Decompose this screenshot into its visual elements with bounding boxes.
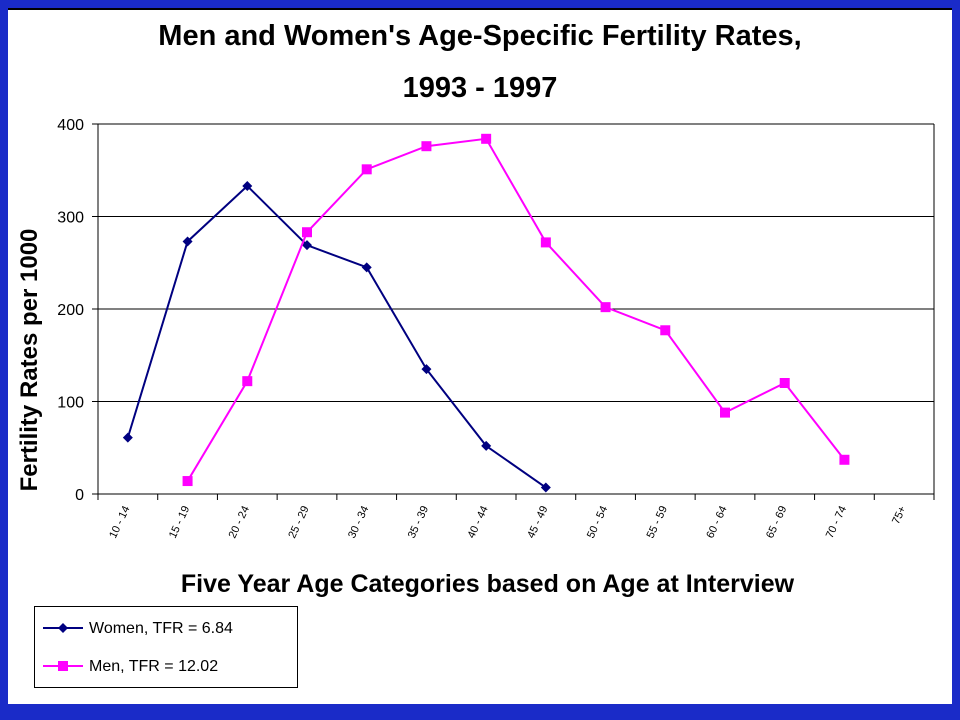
data-point: [660, 325, 671, 336]
data-point: [720, 407, 730, 418]
y-tick-label: 100: [57, 395, 84, 412]
gridlines: [98, 123, 934, 402]
x-tick-label: 35 - 39: [406, 504, 431, 540]
series-women: [122, 180, 551, 493]
y-tick-label: 400: [57, 117, 84, 134]
series-men: [182, 133, 850, 487]
x-tick-label: 70 - 74: [824, 504, 849, 540]
data-point: [242, 180, 253, 191]
data-point: [302, 240, 312, 251]
square-marker-icon: [43, 661, 83, 671]
data-point: [182, 476, 193, 487]
data-point: [361, 164, 372, 175]
x-tick-label: 15 - 19: [167, 504, 192, 540]
x-tick-label: 20 - 24: [227, 504, 252, 540]
data-point: [481, 133, 492, 144]
data-series: [122, 133, 850, 493]
y-tick-label: 300: [57, 210, 84, 227]
data-point: [540, 482, 551, 493]
x-axis-label: Five Year Age Categories based on Age at…: [180, 570, 795, 598]
x-tick-label: 45 - 49: [525, 504, 550, 540]
series-line: [186, 137, 846, 482]
y-tick-label: 200: [57, 302, 84, 319]
legend-item-men: Men, TFR = 12.02: [35, 654, 297, 678]
data-point: [122, 432, 133, 443]
data-point: [779, 378, 790, 388]
data-point: [839, 454, 850, 465]
data-point: [540, 237, 551, 248]
data-point: [600, 302, 611, 313]
x-tick-label: 40 - 44: [466, 504, 491, 540]
x-tick-label: 50 - 54: [585, 504, 610, 540]
top-border-line: [8, 8, 952, 10]
y-axis-label: Fertility Rates per 1000: [16, 228, 43, 492]
x-tick-label: 55 - 59: [645, 504, 670, 540]
x-tick-label: 30 - 34: [346, 504, 371, 540]
data-point: [182, 236, 193, 247]
chart-title-line1: Men and Women's Age-Specific Fertility R…: [158, 20, 802, 52]
data-point: [302, 227, 312, 238]
legend-item-women: Women, TFR = 6.84: [35, 616, 297, 640]
legend-label-men: Men, TFR = 12.02: [89, 658, 219, 675]
x-tick-label: 60 - 64: [704, 504, 729, 540]
diamond-marker-icon: [43, 623, 83, 633]
x-tick-label: 10 - 14: [107, 504, 132, 540]
series-line: [126, 184, 547, 489]
data-point: [481, 440, 492, 451]
x-tick-label: 25 - 29: [286, 504, 311, 540]
x-tick-label: 75+: [890, 504, 909, 526]
data-point: [242, 376, 253, 387]
legend-label-women: Women, TFR = 6.84: [89, 620, 233, 637]
axes: [92, 123, 935, 500]
data-point: [361, 262, 372, 273]
data-point: [421, 364, 432, 375]
data-point: [421, 141, 432, 152]
legend: Women, TFR = 6.84 Men, TFR = 12.02: [34, 606, 298, 688]
x-tick-label: 65 - 69: [764, 504, 789, 540]
y-tick-label: 0: [75, 487, 84, 504]
chart-title-line2: 1993 - 1997: [402, 72, 558, 104]
